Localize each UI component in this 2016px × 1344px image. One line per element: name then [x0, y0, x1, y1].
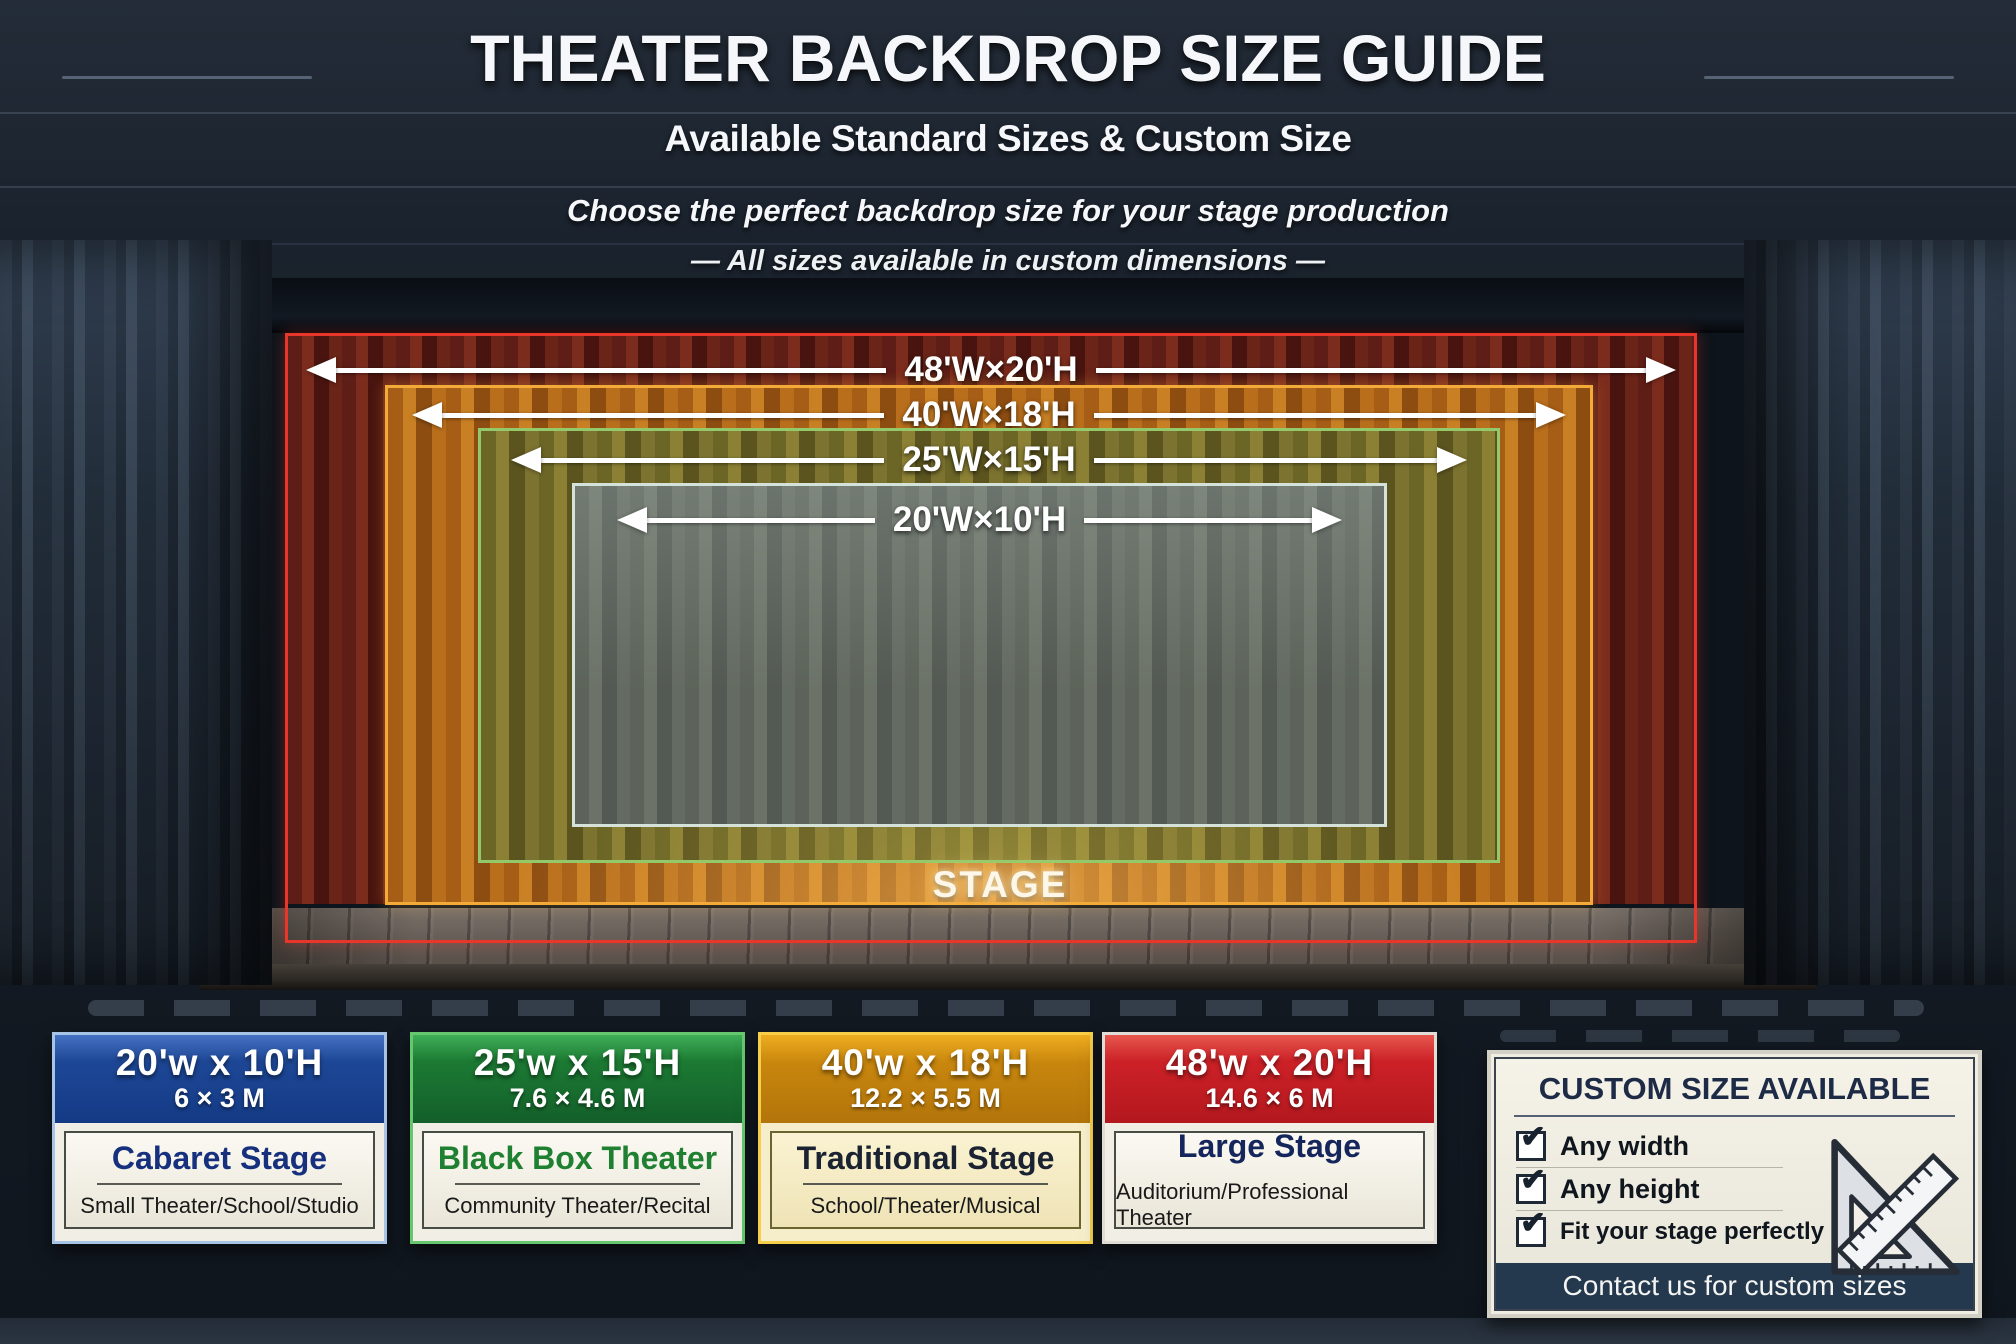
checklist-item-fit-stage: ✔ Fit your stage perfectly [1516, 1207, 1961, 1253]
custom-size-panel: CUSTOM SIZE AVAILABLE ✔ Any width ✔ Any … [1487, 1050, 1982, 1318]
card-dimensions: 48'w x 20'H [1165, 1042, 1374, 1084]
checklist-separator [1516, 1167, 1783, 1168]
arrow-right-icon [1536, 402, 1567, 428]
card-metric: 7.6 × 4.6 M [509, 1082, 646, 1113]
wall-seam [0, 186, 2016, 188]
stage-label: STAGE [932, 864, 1068, 905]
backdrop-40x18-dimension-row: 40'W×18'H [388, 395, 1590, 435]
custom-panel-title: CUSTOM SIZE AVAILABLE [1538, 1071, 1931, 1106]
card-dimensions: 40'w x 18'H [821, 1042, 1030, 1084]
title-underline [1514, 1115, 1955, 1117]
page-subtitle: Available Standard Sizes & Custom Size [664, 118, 1352, 159]
checked-checkbox-icon: ✔ [1516, 1121, 1546, 1161]
size-card-cabaret: 20'w x 10'H 6 × 3 M Cabaret Stage Small … [52, 1032, 387, 1244]
card-usage: Auditorium/Professional Theater [1116, 1178, 1349, 1230]
backdrop-40x18-size-label: 40'W×18'H [902, 395, 1076, 434]
card-metric: 12.2 × 5.5 M [850, 1082, 1001, 1113]
card-metric: 6 × 3 M [174, 1082, 265, 1113]
card-dimensions: 20'w x 10'H [115, 1042, 324, 1084]
size-card-header: 48'w x 20'H 14.6 × 6 M [1105, 1035, 1434, 1123]
arrow-left-icon [617, 507, 647, 533]
checklist-label: Fit your stage perfectly [1560, 1218, 1825, 1245]
card-stage-name: Large Stage [1177, 1127, 1362, 1164]
arrow-right-icon [1312, 507, 1343, 533]
checklist-label: Any height [1560, 1173, 1700, 1204]
checklist-item-any-height: ✔ Any height [1516, 1164, 1961, 1210]
card-stage-name: Black Box Theater [437, 1139, 718, 1176]
checked-checkbox-icon: ✔ [1516, 1164, 1546, 1204]
backdrop-48x20-dimension-row: 48'W×20'H [288, 350, 1694, 390]
card-stage-name: Traditional Stage [796, 1139, 1055, 1176]
stage-front-edge [200, 964, 1816, 990]
left-curtain [0, 240, 272, 985]
checklist-item-any-width: ✔ Any width [1516, 1121, 1961, 1167]
card-usage: School/Theater/Musical [810, 1192, 1041, 1218]
backdrop-20x10-size-label: 20'W×10'H [892, 500, 1067, 539]
size-card-body: Large Stage Auditorium/Professional Thea… [1114, 1127, 1425, 1230]
wall-seam [0, 243, 2016, 245]
size-card-traditional: 40'w x 18'H 12.2 × 5.5 M Traditional Sta… [758, 1032, 1093, 1244]
size-card-body: Traditional Stage School/Theater/Musical [770, 1131, 1081, 1229]
card-stage-name: Cabaret Stage [111, 1139, 328, 1176]
size-card-header: 20'w x 10'H 6 × 3 M [55, 1035, 384, 1123]
title-flank-line [1704, 76, 1954, 79]
backdrop-25x15-dimension-row: 25'W×15'H [481, 440, 1497, 480]
backdrop-20x10-dimension-row: 20'W×10'H [575, 500, 1384, 540]
audience-seat-row [88, 1000, 1924, 1016]
size-card-header: 25'w x 15'H 7.6 × 4.6 M [413, 1035, 742, 1123]
card-divider [802, 1182, 1049, 1185]
card-usage: Community Theater/Recital [444, 1192, 711, 1218]
arrow-right-icon [1437, 447, 1468, 473]
card-metric: 14.6 × 6 M [1205, 1082, 1334, 1113]
stage-floor [228, 908, 1788, 964]
checklist-separator [1516, 1210, 1783, 1211]
arrow-left-icon [412, 402, 442, 428]
page-title: THEATER BACKDROP SIZE GUIDE [470, 21, 1546, 95]
size-card-black-box: 25'w x 15'H 7.6 × 4.6 M Black Box Theate… [410, 1032, 745, 1244]
card-divider [454, 1182, 701, 1185]
card-usage: Small Theater/School/Studio [80, 1192, 359, 1218]
checked-checkbox-icon: ✔ [1516, 1207, 1546, 1247]
arrow-right-icon [1646, 357, 1677, 383]
size-card-body: Black Box Theater Community Theater/Reci… [422, 1131, 733, 1229]
custom-dimensions-note: — All sizes available in custom dimensio… [691, 245, 1325, 277]
checklist-label: Any width [1560, 1130, 1689, 1161]
top-curtain-valance [228, 278, 1788, 333]
arrow-left-icon [511, 447, 541, 473]
audience-seat-row-small [1500, 1030, 1900, 1042]
title-flank-line [62, 76, 312, 79]
wall-seam [0, 112, 2016, 114]
right-curtain [1744, 240, 2016, 985]
bottom-band [0, 1318, 2016, 1344]
backdrop-48x20-size-label: 48'W×20'H [904, 350, 1078, 389]
size-card-large: 48'w x 20'H 14.6 × 6 M Large Stage Audit… [1102, 1032, 1437, 1244]
tagline: Choose the perfect backdrop size for you… [567, 193, 1449, 228]
size-card-header: 40'w x 18'H 12.2 × 5.5 M [761, 1035, 1090, 1123]
size-card-body: Cabaret Stage Small Theater/School/Studi… [64, 1131, 375, 1229]
custom-panel-footer: Contact us for custom sizes [1496, 1263, 1973, 1309]
arrow-left-icon [306, 357, 336, 383]
set-square-ruler-icon [1813, 1131, 1965, 1281]
card-dimensions: 25'w x 15'H [473, 1042, 682, 1084]
backdrop-25x15-size-label: 25'W×15'H [902, 440, 1076, 479]
backdrop-20x10-outline: 20'W×10'H [572, 483, 1387, 827]
card-divider [96, 1182, 343, 1185]
